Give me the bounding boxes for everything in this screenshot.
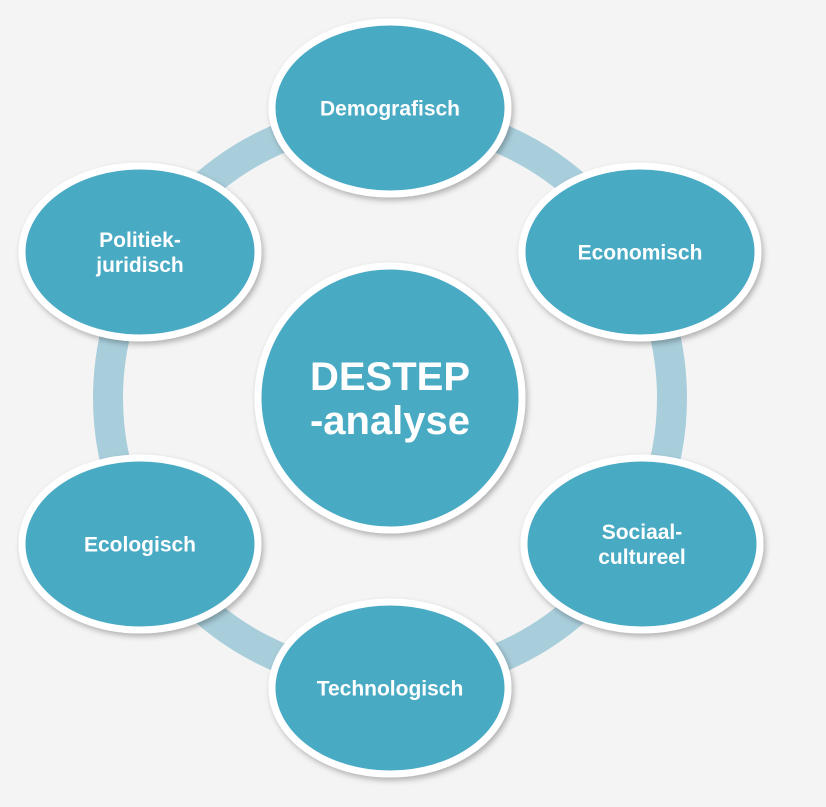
node-label: Technologisch [317, 677, 464, 700]
node-label: Economisch [578, 241, 703, 264]
node-label: Ecologisch [84, 533, 196, 556]
node-ellipse [520, 454, 764, 634]
node-technologisch: Technologisch [268, 598, 512, 778]
node-label: juridisch [95, 254, 184, 277]
node-politiek-juridisch: Politiek-juridisch [18, 162, 262, 342]
node-economisch: Economisch [518, 162, 762, 342]
node-ellipse [268, 18, 512, 198]
center-circle [254, 262, 526, 534]
node-label: cultureel [598, 546, 686, 569]
node-label: Sociaal- [602, 521, 683, 544]
center-node: DESTEP-analyse [254, 262, 526, 534]
node-label: Demografisch [320, 97, 460, 120]
node-label: Politiek- [99, 229, 181, 252]
node-ellipse [518, 162, 762, 342]
node-ellipse [18, 454, 262, 634]
center-label: -analyse [310, 399, 470, 443]
node-ecologisch: Ecologisch [18, 454, 262, 634]
node-ellipse [268, 598, 512, 778]
center-label: DESTEP [310, 355, 470, 399]
node-ellipse [18, 162, 262, 342]
node-demografisch: Demografisch [268, 18, 512, 198]
node-sociaal-cultureel: Sociaal-cultureel [520, 454, 764, 634]
